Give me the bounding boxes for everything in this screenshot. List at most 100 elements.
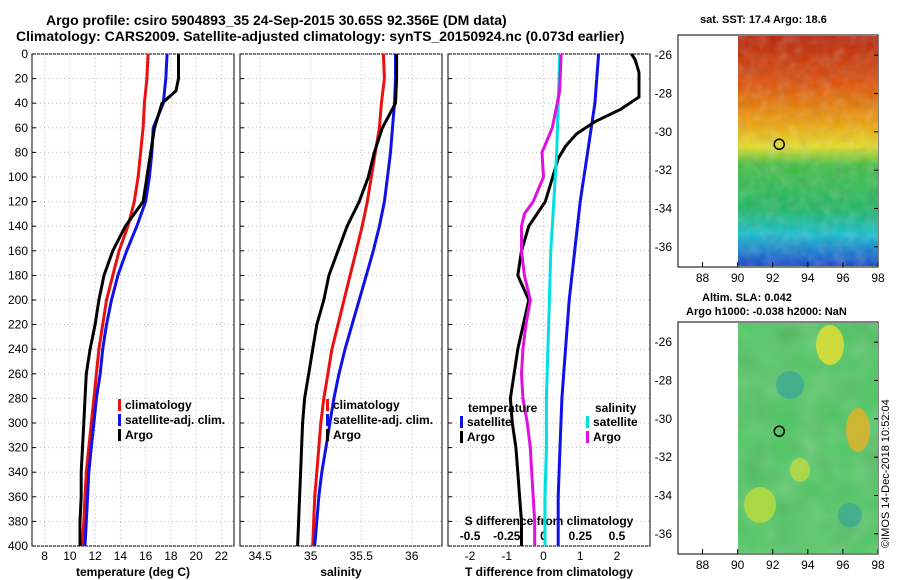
depth-tick-label: 120 xyxy=(8,195,28,209)
sst-lat-label: -26 xyxy=(655,48,673,62)
sla-lon-label: 90 xyxy=(731,558,745,572)
sst-argo-marker xyxy=(773,138,785,151)
depth-tick-label: 20 xyxy=(15,72,29,86)
legend-label: Argo xyxy=(467,430,495,444)
tdiff-tick-label: -1 xyxy=(501,549,512,563)
legend-label: Argo xyxy=(593,430,621,444)
temperature-tick-label: 18 xyxy=(164,549,178,563)
legend-salinity-title: salinity xyxy=(595,401,637,415)
temperature-tick-label: 8 xyxy=(41,549,48,563)
legend-label: Argo xyxy=(333,428,361,442)
tdiff-tick-label: 1 xyxy=(577,549,584,563)
sdiff-satellite-line xyxy=(543,53,562,546)
depth-tick-label: 360 xyxy=(8,490,28,504)
salinity-axis-label: salinity xyxy=(320,565,362,579)
sdiff-axis-label: S difference from climatology xyxy=(465,514,634,528)
legend-temperature-title: temperature xyxy=(468,401,538,415)
temperature-climatology-line xyxy=(81,53,150,547)
sla-lon-label: 94 xyxy=(801,558,815,572)
salinity-tick-label: 34.5 xyxy=(249,549,273,563)
tdiff-tick-label: 2 xyxy=(614,549,621,563)
tdiff-tick-label: -2 xyxy=(465,549,476,563)
sla-lat-label: -32 xyxy=(655,450,673,464)
legend-label: satellite xyxy=(467,415,512,429)
sst-map-title: sat. SST: 17.4 Argo: 18.6 xyxy=(700,14,827,26)
salinity-satellite-line xyxy=(313,54,397,547)
sst-lat-label: -36 xyxy=(655,240,673,254)
temperature-argo-line xyxy=(78,54,180,546)
depth-tick-label: 140 xyxy=(8,219,28,233)
title-line-1: Argo profile: csiro 5904893_35 24-Sep-20… xyxy=(46,12,507,28)
temperature-tick-label: 16 xyxy=(139,549,153,563)
sst-lon-label: 96 xyxy=(836,271,850,285)
sst-lat-label: -28 xyxy=(655,87,673,101)
plot-layer: 0204060801001201401601802002202402602803… xyxy=(8,47,885,579)
sla-argo-marker xyxy=(773,425,785,438)
sla-lat-label: -26 xyxy=(655,335,673,349)
sla-lat-label: -30 xyxy=(655,412,673,426)
sdiff-tick-label: 0.25 xyxy=(569,529,593,543)
temperature-tick-label: 12 xyxy=(88,549,102,563)
depth-tick-label: 240 xyxy=(8,342,28,356)
depth-tick-label: 400 xyxy=(8,539,28,553)
temperature-tick-label: 20 xyxy=(189,549,203,563)
legend-swatch xyxy=(118,414,121,426)
legend-swatch xyxy=(460,431,463,443)
tdiff-tick-label: 0 xyxy=(540,549,547,563)
sdiff-tick-label: -0.5 xyxy=(460,529,481,543)
sst-lon-label: 92 xyxy=(766,271,780,285)
sst-lat-label: -32 xyxy=(655,163,673,177)
depth-tick-label: 60 xyxy=(15,121,29,135)
legend-label: satellite xyxy=(593,415,638,429)
legend-swatch xyxy=(460,416,463,428)
tdiff-axis-label: T difference from climatology xyxy=(465,565,633,579)
depth-tick-label: 0 xyxy=(21,47,28,61)
sla-map-title-1: Altim. SLA: 0.042 xyxy=(702,292,792,304)
salinity-tick-label: 36 xyxy=(405,549,419,563)
temperature-tick-label: 14 xyxy=(114,549,128,563)
sdiff-tick-label: -0.25 xyxy=(493,529,521,543)
legend-swatch xyxy=(326,429,329,441)
legend-label: climatology xyxy=(125,398,192,412)
depth-tick-label: 180 xyxy=(8,268,28,282)
sst-map xyxy=(677,34,879,268)
sst-lon-label: 88 xyxy=(696,271,710,285)
sst-lon-label: 94 xyxy=(801,271,815,285)
depth-tick-label: 100 xyxy=(8,170,28,184)
sla-lon-label: 92 xyxy=(766,558,780,572)
tdiff-argo-line xyxy=(508,53,641,546)
sst-lat-label: -34 xyxy=(655,202,673,216)
sla-lon-label: 98 xyxy=(871,558,885,572)
legend-swatch xyxy=(326,414,329,426)
sdiff-argo-line xyxy=(519,53,563,546)
legend-label: Argo xyxy=(125,428,153,442)
sla-lat-label: -34 xyxy=(655,489,673,503)
tdiff-satellite-line xyxy=(556,53,601,546)
temperature-tick-label: 10 xyxy=(63,549,77,563)
depth-tick-label: 300 xyxy=(8,416,28,430)
depth-tick-label: 160 xyxy=(8,244,28,258)
salinity-tick-label: 35.5 xyxy=(350,549,374,563)
salinity-climatology-line xyxy=(311,53,386,547)
depth-tick-label: 220 xyxy=(8,318,28,332)
sdiff-tick-label: 0.5 xyxy=(609,529,626,543)
temperature-axis-label: temperature (deg C) xyxy=(76,565,190,579)
legend-swatch xyxy=(118,399,121,411)
sst-lon-label: 90 xyxy=(731,271,745,285)
sst-lat-label: -30 xyxy=(655,125,673,139)
legend-label: satellite-adj. clim. xyxy=(125,413,225,427)
title-line-2: Climatology: CARS2009. Satellite-adjuste… xyxy=(16,28,625,44)
depth-tick-label: 380 xyxy=(8,514,28,528)
sla-lon-label: 88 xyxy=(696,558,710,572)
legend-swatch xyxy=(326,399,329,411)
sst-lon-label: 98 xyxy=(871,271,885,285)
legend-swatch xyxy=(586,431,589,443)
legend-label: climatology xyxy=(333,398,400,412)
depth-tick-label: 80 xyxy=(15,145,29,159)
depth-tick-label: 340 xyxy=(8,465,28,479)
legend-label: satellite-adj. clim. xyxy=(333,413,433,427)
sla-map-title-2: Argo h1000: -0.038 h2000: NaN xyxy=(686,306,847,318)
salinity-argo-line xyxy=(296,54,399,547)
depth-tick-label: 260 xyxy=(8,367,28,381)
